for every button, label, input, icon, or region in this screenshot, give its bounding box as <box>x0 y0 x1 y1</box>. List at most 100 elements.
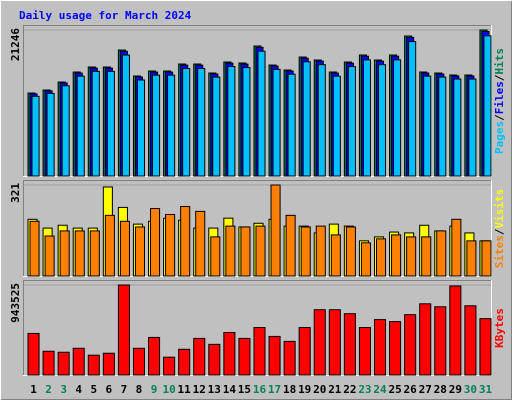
y-tick-label: 943525 <box>9 283 22 323</box>
bar <box>423 75 432 177</box>
bar <box>119 220 130 277</box>
bar <box>195 210 206 277</box>
x-tick-label: 10 <box>162 383 175 396</box>
bar <box>136 79 146 177</box>
bar <box>167 74 176 177</box>
bar <box>479 318 492 376</box>
bar <box>377 64 387 177</box>
bar <box>240 226 251 277</box>
legend-entry: Sites <box>493 235 506 268</box>
y-tick-label: 21246 <box>9 28 22 61</box>
panel-border-dark <box>23 280 492 376</box>
bar <box>375 238 387 277</box>
bar <box>87 354 100 376</box>
x-tick-label: 31 <box>479 383 493 396</box>
bar <box>285 214 296 277</box>
x-tick-label: 21 <box>328 383 342 396</box>
x-tick-label: 23 <box>358 383 371 396</box>
bar <box>300 226 311 277</box>
x-tick-label: 2 <box>45 383 52 396</box>
x-tick-label: 18 <box>283 383 296 396</box>
x-tick-label: 25 <box>388 383 401 396</box>
bar <box>74 230 85 277</box>
x-tick-label: 5 <box>90 383 97 396</box>
bar <box>358 327 371 376</box>
x-tick-label: 22 <box>343 383 356 396</box>
bar <box>438 76 447 177</box>
bar <box>121 54 130 177</box>
legend: Sites/Visits <box>493 189 506 269</box>
bar <box>72 347 85 376</box>
x-tick-label: 6 <box>106 383 113 396</box>
bar <box>42 350 55 376</box>
bar <box>268 335 281 376</box>
bar <box>89 230 100 277</box>
bar <box>436 230 447 277</box>
bar <box>165 213 176 277</box>
bar <box>391 234 402 277</box>
bar <box>317 64 326 177</box>
x-tick-label: 11 <box>178 383 192 396</box>
bar <box>106 70 115 177</box>
bar <box>332 75 341 177</box>
bar <box>238 337 251 376</box>
bar <box>302 61 311 177</box>
bar <box>298 327 311 376</box>
x-tick-label: 19 <box>298 383 311 396</box>
bar <box>466 240 477 277</box>
bar <box>287 73 296 177</box>
bar <box>150 208 161 277</box>
bar <box>468 78 477 177</box>
bar <box>208 343 221 376</box>
bar <box>360 242 371 277</box>
bar <box>464 305 477 376</box>
bar <box>419 303 432 376</box>
bar <box>225 225 236 277</box>
bar <box>343 313 356 376</box>
legend: Pages/Files/Hits <box>493 48 506 154</box>
x-tick-label: 24 <box>373 383 387 396</box>
legend-separator: / <box>493 74 506 81</box>
bar <box>182 68 191 177</box>
x-tick-label: 30 <box>464 383 477 396</box>
bar <box>59 230 70 277</box>
x-tick-label: 8 <box>136 383 143 396</box>
bar <box>242 67 251 177</box>
bar <box>253 327 266 376</box>
bar <box>117 284 130 376</box>
x-tick-label: 27 <box>419 383 432 396</box>
bar <box>148 336 161 376</box>
bar <box>27 332 40 376</box>
bar <box>483 35 492 177</box>
legend-separator: / <box>493 114 506 121</box>
x-tick-label: 20 <box>313 383 326 396</box>
bar <box>152 74 161 177</box>
x-tick-label: 12 <box>193 383 206 396</box>
bar <box>223 331 236 376</box>
bar <box>453 78 462 177</box>
bar <box>406 236 417 277</box>
bar <box>29 220 40 277</box>
bar <box>31 95 40 177</box>
bar <box>373 319 387 376</box>
x-tick-label: 15 <box>238 383 251 396</box>
bar <box>257 50 266 177</box>
legend-entry: Hits <box>493 48 506 75</box>
x-tick-label: 14 <box>223 383 237 396</box>
bar <box>315 225 326 277</box>
bar <box>134 226 146 277</box>
bar <box>389 321 402 376</box>
bar <box>57 351 70 376</box>
bar <box>270 184 281 277</box>
x-tick-label: 7 <box>121 383 128 396</box>
bar <box>313 309 326 376</box>
x-tick-label: 9 <box>151 383 158 396</box>
bar <box>132 347 146 376</box>
panel-border-dark <box>23 25 492 177</box>
bar <box>193 337 206 376</box>
bar <box>272 68 281 177</box>
x-tick-label: 26 <box>404 383 418 396</box>
bar <box>481 240 492 277</box>
